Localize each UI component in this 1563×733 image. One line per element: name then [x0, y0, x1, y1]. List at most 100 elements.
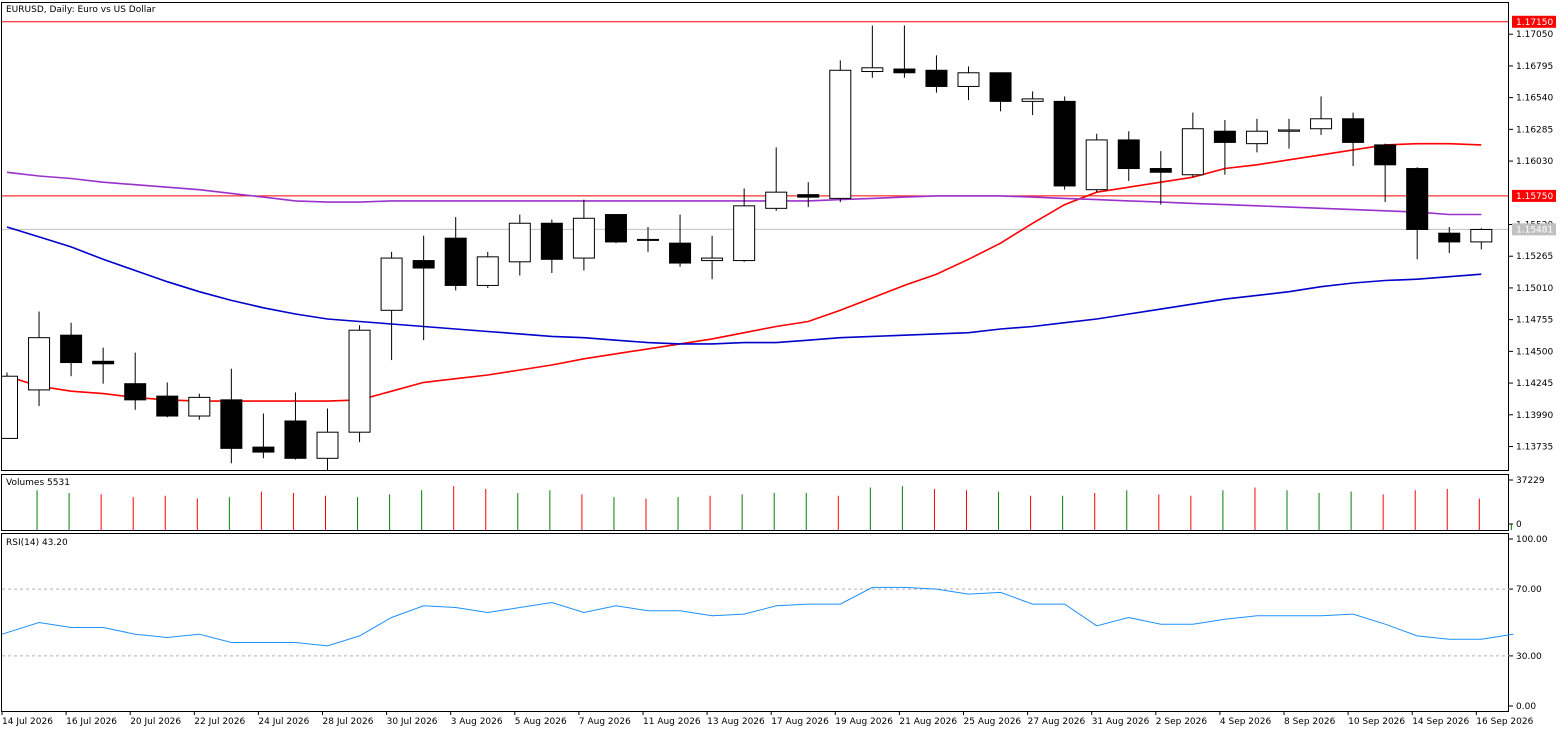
time-tick-label: 30 Jul 2026 [387, 717, 438, 727]
time-tick-label: 28 Jul 2026 [323, 717, 374, 727]
rsi-tick-label: 100.00 [1516, 535, 1548, 545]
candle [1149, 151, 1172, 205]
candle-body [412, 260, 435, 269]
candle-body [1342, 118, 1365, 143]
time-tick-label: 2 Sep 2026 [1156, 717, 1208, 727]
price-tick-label: 1.15010 [1516, 284, 1553, 294]
candle-body [1374, 144, 1397, 166]
candle [124, 352, 147, 410]
time-tick-label: 20 Jul 2026 [130, 717, 181, 727]
candle-body [1245, 130, 1268, 145]
candle-body [893, 68, 916, 74]
candle [316, 408, 339, 470]
candle [412, 235, 435, 341]
candle-body [444, 237, 467, 286]
candle [380, 251, 403, 361]
candle-body [701, 257, 724, 262]
rsi-tick-label: 30.00 [1516, 652, 1542, 662]
price-tick-label: 1.14755 [1516, 316, 1553, 326]
candle [701, 235, 724, 280]
candle-body [2, 375, 18, 439]
candle-body [1117, 139, 1140, 170]
candle-body [1310, 118, 1333, 130]
support-price-label-bg [1512, 189, 1556, 202]
candle-body [540, 222, 563, 260]
time-tick-label: 16 Sep 2026 [1476, 717, 1533, 727]
candle [1245, 118, 1268, 153]
candle [284, 392, 307, 460]
candle-body [1149, 168, 1172, 173]
candle [604, 214, 627, 244]
candle [476, 251, 499, 288]
time-tick-label: 17 Aug 2026 [771, 717, 829, 727]
candle-body [28, 337, 51, 391]
time-tick-label: 11 Aug 2026 [643, 717, 701, 727]
rsi-polyline [1, 586, 1514, 647]
candle [957, 66, 980, 101]
rsi-panel [1, 533, 1509, 712]
price-axis: 1.170501.167951.165401.162851.160301.155… [1509, 15, 1556, 452]
candle [1310, 96, 1333, 135]
candle [829, 60, 852, 203]
candle [1213, 120, 1236, 175]
candle-body [637, 238, 659, 241]
candle [637, 226, 659, 252]
candle [925, 55, 948, 93]
candle [669, 214, 692, 267]
candle [572, 199, 595, 271]
time-tick-label: 14 Jul 2026 [2, 717, 53, 727]
candle-body [1406, 168, 1429, 230]
time-tick-label: 3 Aug 2026 [451, 717, 503, 727]
candle-body [60, 334, 83, 364]
candle [989, 72, 1012, 112]
rsi-label: RSI(14) 43.20 [6, 538, 68, 548]
bid-price-label-bg [1512, 223, 1556, 236]
candle-body [989, 72, 1012, 102]
candle [60, 322, 83, 377]
time-tick-label: 16 Jul 2026 [66, 717, 117, 727]
candle [156, 382, 179, 418]
bid-price-label: 1.15481 [1516, 225, 1553, 235]
candle-body [220, 399, 243, 449]
resistance-price-label-bg [1512, 15, 1556, 28]
candle [1470, 228, 1493, 250]
candle [861, 25, 884, 78]
candle [1438, 226, 1461, 254]
volume-bars [36, 486, 1512, 530]
time-tick-label: 8 Sep 2026 [1284, 717, 1336, 727]
candle-body [669, 242, 692, 264]
time-tick-label: 7 Aug 2026 [579, 717, 631, 727]
price-tick-label: 1.16540 [1516, 94, 1553, 104]
moving-average-line [6, 226, 1482, 345]
time-tick-label: 13 Aug 2026 [707, 717, 765, 727]
candle [92, 347, 115, 384]
support-price-label: 1.15750 [1516, 192, 1553, 202]
candle [1342, 112, 1365, 167]
candle-body [156, 395, 179, 417]
candle-body [1021, 98, 1044, 102]
time-tick-label: 24 Jul 2026 [258, 717, 309, 727]
time-tick-label: 27 Aug 2026 [1028, 717, 1086, 727]
candle-body [765, 191, 788, 209]
candle-body [1438, 232, 1461, 243]
candle [1021, 91, 1044, 116]
candle-body [1085, 139, 1108, 191]
time-tick-label: 5 Aug 2026 [515, 717, 567, 727]
price-tick-label: 1.13735 [1516, 442, 1553, 452]
candle-body [1470, 228, 1493, 243]
candle-body [188, 396, 211, 417]
candle-body [957, 72, 980, 87]
candle-body [508, 222, 531, 263]
candle-body [348, 329, 371, 433]
candle-body [124, 383, 147, 401]
candle [1085, 133, 1108, 193]
candle-body [604, 214, 627, 243]
time-tick-label: 22 Jul 2026 [194, 717, 245, 727]
candle-body [572, 217, 595, 259]
rsi-tick-label: 70.00 [1516, 585, 1542, 595]
candle [1374, 143, 1397, 203]
candle-body [476, 256, 499, 286]
time-axis: 14 Jul 2026 16 Jul 2026 20 Jul 2026 22 Jul … [1, 711, 1534, 727]
candle-body [252, 446, 275, 453]
